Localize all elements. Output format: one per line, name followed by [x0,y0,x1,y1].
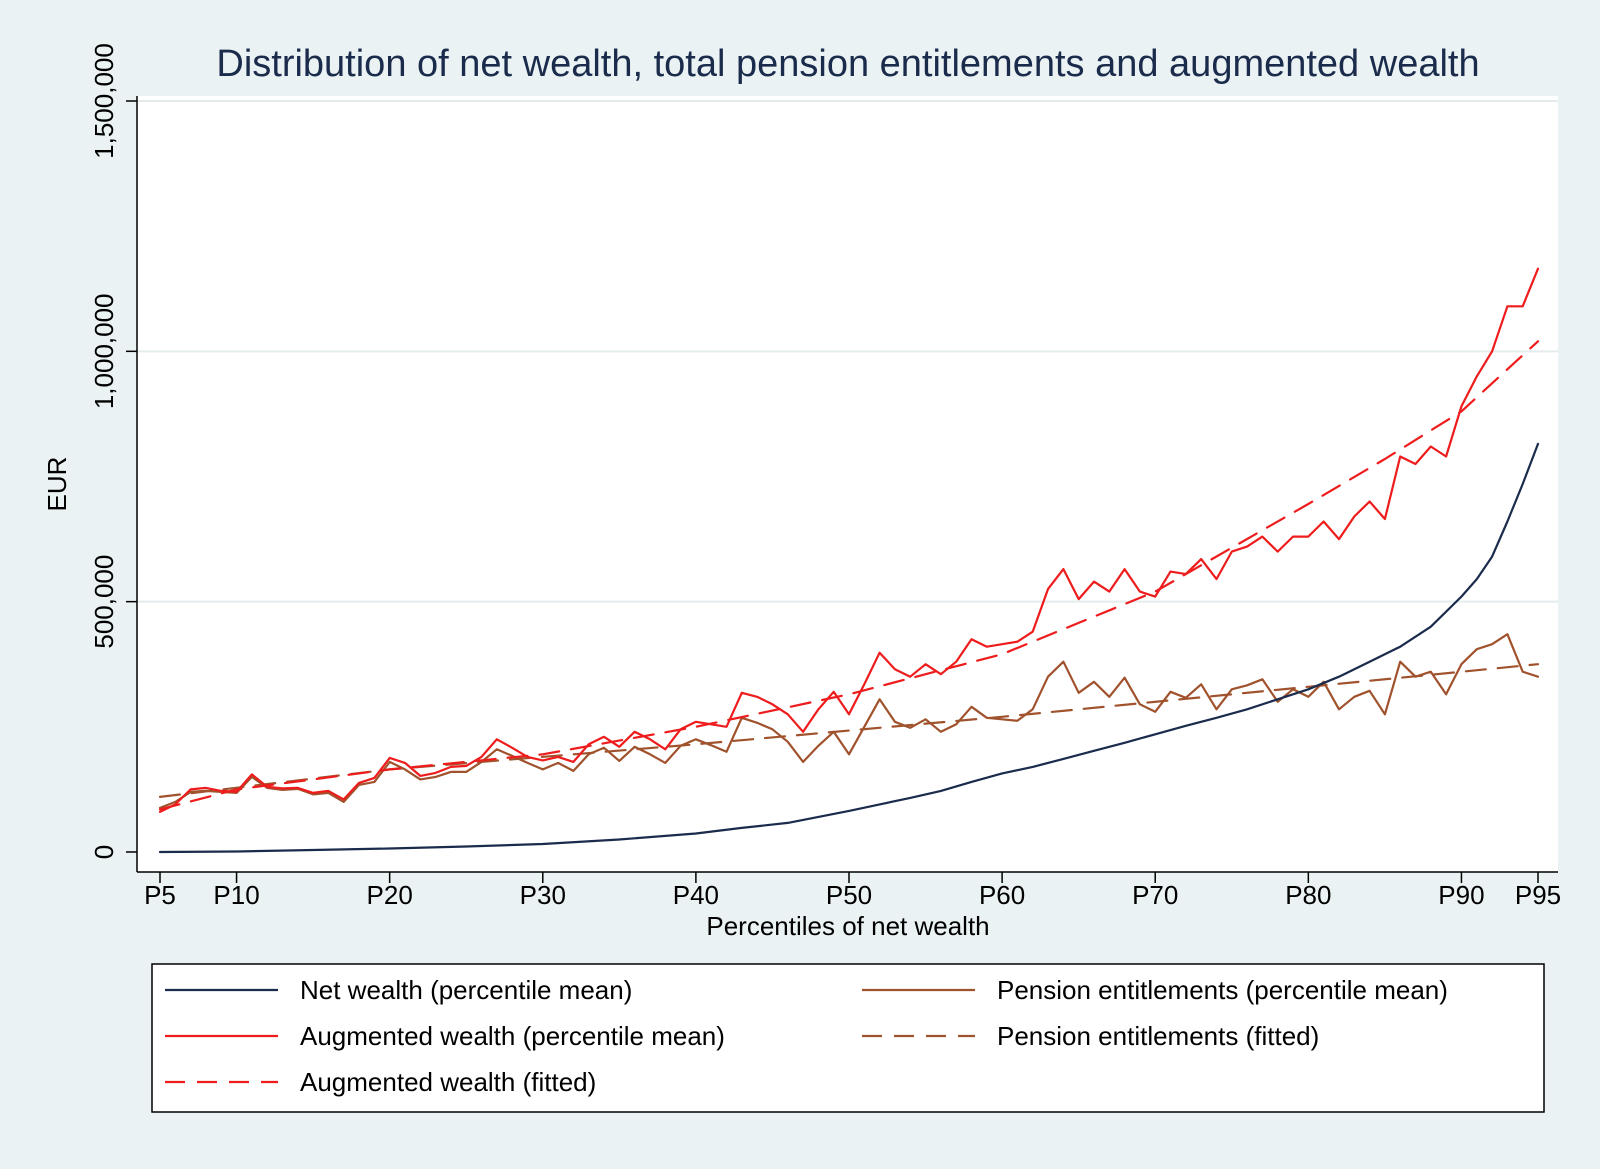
x-tick-label: P5 [144,880,176,910]
series-line-augmented-wealth-fitted [158,340,1540,811]
y-tick-label: 1,500,000 [89,43,119,159]
x-tick-label: P60 [979,880,1025,910]
x-tick-label: P20 [367,880,413,910]
legend-label: Pension entitlements (fitted) [997,1021,1319,1051]
legend-label: Net wealth (percentile mean) [300,975,632,1005]
x-tick-label: P10 [213,880,259,910]
legend-box [151,963,1545,1113]
series-layer [158,267,1540,854]
y-tick-label: 0 [89,845,119,859]
series-line-augmented-wealth-percentile-mean [158,267,1540,814]
x-tick-label: P95 [1515,880,1561,910]
legend-label: Augmented wealth (fitted) [300,1067,596,1097]
legend-label: Pension entitlements (percentile mean) [997,975,1448,1005]
x-axis-title: Percentiles of net wealth [706,911,989,941]
y-tick-label: 500,000 [89,555,119,649]
x-tick-label: P30 [520,880,566,910]
legend: Net wealth (percentile mean) Pension enti… [165,975,1448,1097]
x-tick-label: P40 [673,880,719,910]
series-line-net-wealth-percentile-mean [158,442,1540,854]
x-tick-label: P80 [1285,880,1331,910]
x-tick-label: P90 [1438,880,1484,910]
legend-label: Augmented wealth (percentile mean) [300,1021,725,1051]
plot-area [137,96,1558,872]
grid-lines [138,100,1558,603]
x-axis-ticks: P5 P10 P20 P30 P40 P50 P60 P70 P80 P90 P95 [144,872,1561,910]
x-tick-label: P50 [826,880,872,910]
y-axis-ticks: 0 500,000 1,000,000 1,500,000 [89,43,137,859]
series-line-pension-entitlements-percentile-mean [158,633,1540,810]
y-axis-title: EUR [42,457,72,512]
x-tick-label: P70 [1132,880,1178,910]
chart-title: Distribution of net wealth, total pensio… [216,43,1479,85]
y-tick-label: 1,000,000 [89,293,119,409]
